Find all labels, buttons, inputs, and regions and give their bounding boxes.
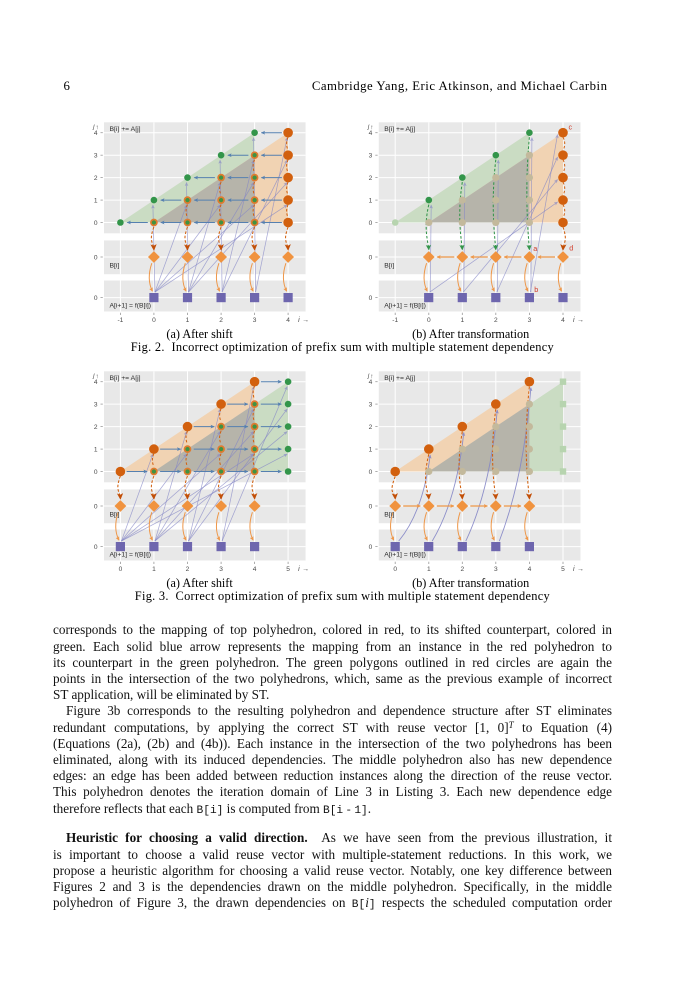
svg-text:B[i] += A[j]: B[i] += A[j] <box>110 375 141 382</box>
svg-text:4: 4 <box>369 130 373 137</box>
svg-text:0: 0 <box>369 469 373 476</box>
svg-text:↑: ↑ <box>96 124 99 131</box>
svg-text:0: 0 <box>94 544 98 551</box>
svg-text:2: 2 <box>369 175 373 182</box>
svg-text:0: 0 <box>94 295 98 302</box>
svg-text:B[i]: B[i] <box>384 512 394 519</box>
svg-text:B[i] += A[j]: B[i] += A[j] <box>110 126 141 133</box>
svg-text:-1: -1 <box>117 317 123 324</box>
svg-text:4: 4 <box>94 130 98 137</box>
svg-text:3: 3 <box>219 566 223 573</box>
svg-text:0: 0 <box>427 317 431 324</box>
svg-text:c: c <box>569 123 573 132</box>
svg-text:3: 3 <box>494 566 498 573</box>
svg-text:j: j <box>367 123 370 130</box>
svg-text:2: 2 <box>94 424 98 431</box>
svg-text:B[i]: B[i] <box>110 263 120 270</box>
svg-text:1: 1 <box>186 317 190 324</box>
svg-text:3: 3 <box>253 317 257 324</box>
svg-text:4: 4 <box>561 317 565 324</box>
svg-text:→: → <box>577 317 584 324</box>
svg-text:0: 0 <box>393 566 397 573</box>
svg-text:i: i <box>573 566 575 573</box>
svg-text:5: 5 <box>286 566 290 573</box>
svg-text:1: 1 <box>369 198 373 205</box>
svg-text:0: 0 <box>94 220 98 227</box>
svg-text:4: 4 <box>94 379 98 386</box>
svg-text:2: 2 <box>369 424 373 431</box>
svg-text:3: 3 <box>94 153 98 160</box>
svg-text:→: → <box>577 566 584 573</box>
svg-text:3: 3 <box>94 402 98 409</box>
svg-text:0: 0 <box>94 504 98 511</box>
svg-text:↑: ↑ <box>370 373 373 380</box>
svg-text:→: → <box>302 317 309 324</box>
svg-text:-1: -1 <box>392 317 398 324</box>
svg-text:1: 1 <box>427 566 431 573</box>
svg-text:a: a <box>533 244 537 253</box>
svg-text:2: 2 <box>94 175 98 182</box>
svg-text:3: 3 <box>369 402 373 409</box>
svg-text:1: 1 <box>369 447 373 454</box>
svg-text:j: j <box>92 372 95 379</box>
svg-text:3: 3 <box>369 153 373 160</box>
svg-text:4: 4 <box>369 379 373 386</box>
svg-text:B[i] += A[j]: B[i] += A[j] <box>384 126 415 133</box>
svg-text:0: 0 <box>369 295 373 302</box>
svg-text:1: 1 <box>152 566 156 573</box>
svg-text:0: 0 <box>369 220 373 227</box>
svg-text:B[i]: B[i] <box>110 512 120 519</box>
svg-text:B[i] += A[j]: B[i] += A[j] <box>384 375 415 382</box>
svg-text:0: 0 <box>369 255 373 262</box>
svg-text:3: 3 <box>528 317 532 324</box>
svg-text:0: 0 <box>94 469 98 476</box>
svg-text:0: 0 <box>152 317 156 324</box>
svg-text:A[i+1] = f(B[i]): A[i+1] = f(B[i]) <box>110 303 152 310</box>
svg-text:j: j <box>92 123 95 130</box>
svg-text:A[i+1] = f(B[i]): A[i+1] = f(B[i]) <box>384 552 426 559</box>
svg-text:0: 0 <box>94 255 98 262</box>
svg-text:i: i <box>298 317 300 324</box>
svg-text:↑: ↑ <box>370 124 373 131</box>
svg-text:2: 2 <box>186 566 190 573</box>
svg-text:1: 1 <box>94 447 98 454</box>
svg-text:i: i <box>573 317 575 324</box>
svg-text:1: 1 <box>460 317 464 324</box>
svg-text:i: i <box>298 566 300 573</box>
svg-text:4: 4 <box>286 317 290 324</box>
svg-text:↑: ↑ <box>96 373 99 380</box>
svg-text:0: 0 <box>369 504 373 511</box>
svg-text:0: 0 <box>119 566 123 573</box>
svg-text:4: 4 <box>528 566 532 573</box>
svg-text:0: 0 <box>369 544 373 551</box>
svg-text:B[i]: B[i] <box>384 263 394 270</box>
svg-text:2: 2 <box>219 317 223 324</box>
svg-text:2: 2 <box>460 566 464 573</box>
svg-text:→: → <box>302 566 309 573</box>
svg-text:d: d <box>569 244 573 253</box>
svg-text:2: 2 <box>494 317 498 324</box>
svg-text:A[i+1] = f(B[i]): A[i+1] = f(B[i]) <box>110 552 152 559</box>
svg-text:j: j <box>367 372 370 379</box>
svg-text:b: b <box>534 285 538 294</box>
svg-text:5: 5 <box>561 566 565 573</box>
svg-text:4: 4 <box>253 566 257 573</box>
svg-text:A[i+1] = f(B[i]): A[i+1] = f(B[i]) <box>384 303 426 310</box>
svg-text:1: 1 <box>94 198 98 205</box>
